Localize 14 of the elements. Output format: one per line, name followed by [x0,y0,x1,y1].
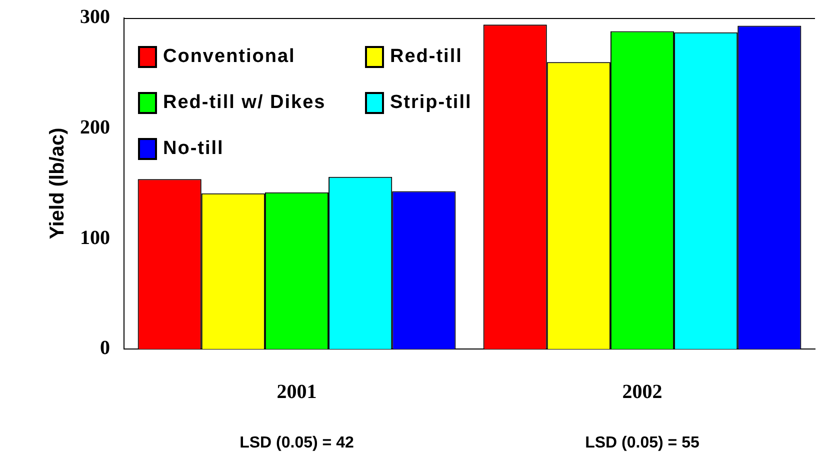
legend-label: No-till [163,138,224,160]
text: LSD (0.05) = 55 [585,434,700,452]
x-tick-label: 2001 [276,381,317,404]
x-tick-label: 2002 [622,381,662,404]
y-tick-label: 200 [80,116,110,139]
legend-label: Strip-till [390,92,472,114]
y-tick-label: 0 [100,337,110,360]
legend-label: Red-till [390,46,462,68]
y-tick-label: 100 [80,226,110,249]
legend-label: Conventional [163,46,296,68]
legend-label: Red-till w/ Dikes [163,92,326,114]
y-tick-label: 300 [80,6,110,28]
y-axis-title: Yield (lb/ac) [46,128,69,240]
text: LSD (0.05) = 42 [240,434,354,452]
